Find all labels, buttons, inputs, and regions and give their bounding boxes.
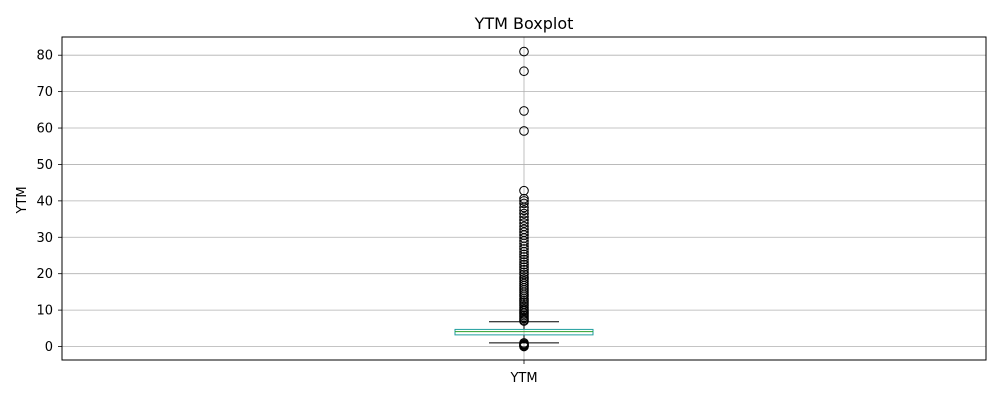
outlier-point bbox=[519, 236, 529, 246]
outlier-point bbox=[519, 244, 529, 254]
outlier-point bbox=[519, 208, 529, 219]
y-tick-label: 80 bbox=[36, 49, 53, 64]
outlier-point bbox=[519, 316, 529, 326]
outlier-points bbox=[519, 46, 529, 352]
outlier-point bbox=[519, 259, 529, 270]
iqr-box bbox=[454, 328, 594, 336]
outlier-point bbox=[519, 218, 529, 228]
outlier-point bbox=[519, 287, 529, 298]
outlier-point bbox=[519, 341, 529, 352]
y-tick-label: 0 bbox=[45, 340, 53, 355]
outlier-point bbox=[519, 185, 529, 196]
outlier-point bbox=[519, 257, 529, 267]
y-tick-label: 40 bbox=[36, 194, 53, 209]
outlier-point bbox=[519, 249, 529, 260]
outlier-point bbox=[519, 267, 529, 278]
y-tick-label: 60 bbox=[36, 122, 53, 137]
outlier-point bbox=[519, 66, 529, 77]
outlier-point bbox=[519, 262, 529, 272]
axes: 0 10 20 30 40 50 60 70 80 YTM bbox=[36, 36, 987, 386]
outlier-point bbox=[519, 202, 529, 213]
plot-frame bbox=[61, 36, 987, 361]
outlier-point bbox=[519, 205, 529, 216]
outlier-point bbox=[519, 106, 529, 116]
outlier-point bbox=[519, 212, 529, 222]
y-tick-label: 50 bbox=[36, 158, 53, 173]
outlier-point bbox=[519, 291, 529, 302]
outlier-point bbox=[519, 254, 529, 265]
outlier-point bbox=[519, 247, 529, 257]
outlier-point bbox=[519, 196, 529, 206]
outlier-point bbox=[519, 269, 529, 280]
outlier-point bbox=[519, 264, 529, 275]
outlier-point bbox=[519, 126, 529, 136]
outlier-point bbox=[519, 198, 529, 209]
y-tick-label: 10 bbox=[36, 304, 53, 319]
grid-lines bbox=[62, 37, 986, 360]
y-axis-label: YTM bbox=[15, 186, 30, 214]
y-tick-label: 30 bbox=[36, 231, 53, 246]
outlier-point bbox=[519, 252, 529, 262]
chart-title: YTM Boxplot bbox=[474, 14, 574, 33]
outlier-point bbox=[519, 241, 529, 252]
outlier-point bbox=[519, 46, 529, 57]
y-tick-label: 70 bbox=[36, 85, 53, 100]
outlier-point bbox=[519, 215, 529, 225]
y-tick-label: 20 bbox=[36, 267, 53, 282]
x-tick-label: YTM bbox=[509, 371, 537, 386]
